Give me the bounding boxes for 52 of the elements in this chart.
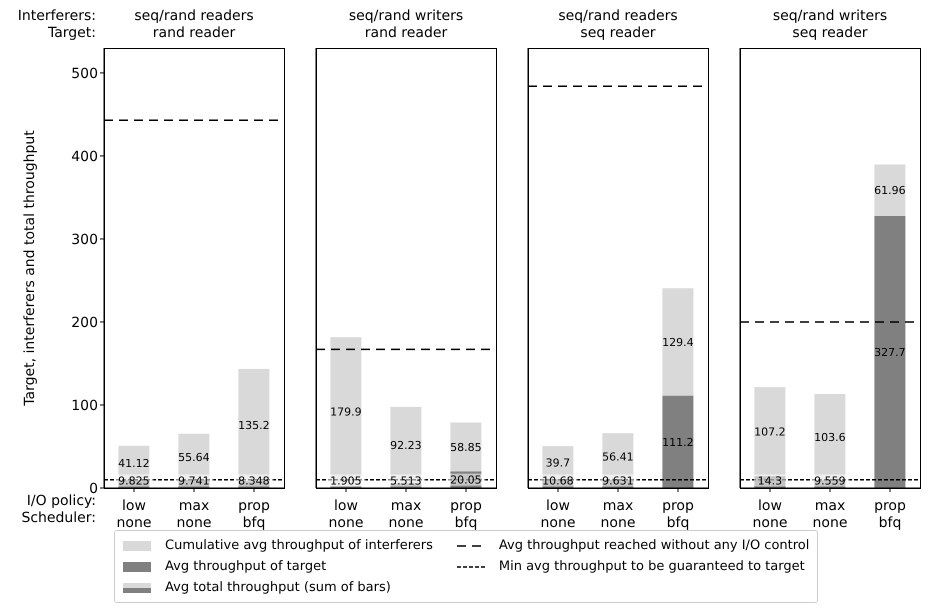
x-tick-label: max none <box>812 498 848 531</box>
data-label: 14.3 <box>758 474 782 488</box>
x-tick-label: prop bfq <box>874 498 906 531</box>
y-tick-label: 300 <box>71 232 98 248</box>
data-label: 327.7 <box>874 346 906 359</box>
data-label: 10.68 <box>542 474 574 488</box>
x-tick-label: prop bfq <box>450 498 482 531</box>
data-label: 20.05 <box>450 474 482 487</box>
chart-title: seq/rand writers seq reader <box>772 8 888 42</box>
data-label: 135.2 <box>238 418 270 432</box>
y-tick-label: 200 <box>71 314 98 331</box>
data-label: 56.41 <box>602 450 634 464</box>
y-tick-label: 100 <box>71 398 98 414</box>
data-label: 9.825 <box>118 474 150 488</box>
x-tick-label: low none <box>540 498 576 531</box>
x-tick-label: max none <box>600 498 636 531</box>
x-tick-label: low none <box>752 498 788 531</box>
legend-label: Min avg throughput to be guaranteed to target <box>498 559 805 574</box>
x-tick-label: max none <box>176 498 212 531</box>
data-label: 9.741 <box>178 474 210 488</box>
data-label: 8.348 <box>238 474 270 488</box>
data-label: 107.2 <box>754 426 786 439</box>
data-label: 58.85 <box>450 440 482 454</box>
x-tick-label: low none <box>116 498 152 531</box>
data-label: 1.905 <box>330 474 362 488</box>
data-label: 111.2 <box>662 436 694 449</box>
chart-title: seq/rand writers rand reader <box>348 8 464 42</box>
data-label: 41.12 <box>118 456 150 470</box>
data-label: 9.559 <box>814 474 846 488</box>
data-label: 55.64 <box>178 450 210 464</box>
data-label: 39.7 <box>546 456 570 470</box>
chart-title: seq/rand readers rand reader <box>133 8 255 42</box>
data-label: 9.631 <box>602 474 634 488</box>
data-label: 179.9 <box>330 406 362 419</box>
data-label: 61.96 <box>874 184 906 198</box>
y-tick-label: 500 <box>71 66 98 82</box>
data-label: 103.6 <box>814 431 846 444</box>
y-tick-label: 400 <box>71 148 98 165</box>
text: Interferers: Target: <box>18 8 96 42</box>
data-label: 92.23 <box>390 439 422 452</box>
x-tick-label: prop bfq <box>238 498 270 531</box>
text: Avg total throughput (sum of bars) <box>165 580 391 595</box>
legend-label: Cumulative avg throughput of interferers <box>165 538 433 553</box>
y-axis-title: Target, interferers and total throughput <box>22 130 38 406</box>
x-tick-label: prop bfq <box>662 498 694 531</box>
chart-title: seq/rand readers seq reader <box>557 8 679 42</box>
legend-label: Avg throughput of target <box>165 559 326 574</box>
x-tick-label: low none <box>328 498 364 531</box>
data-label: 129.4 <box>662 336 694 349</box>
legend-label: Avg throughput reached without any I/O control <box>498 538 810 553</box>
x-tick-label: max none <box>388 498 424 531</box>
data-label: 5.513 <box>390 474 422 488</box>
